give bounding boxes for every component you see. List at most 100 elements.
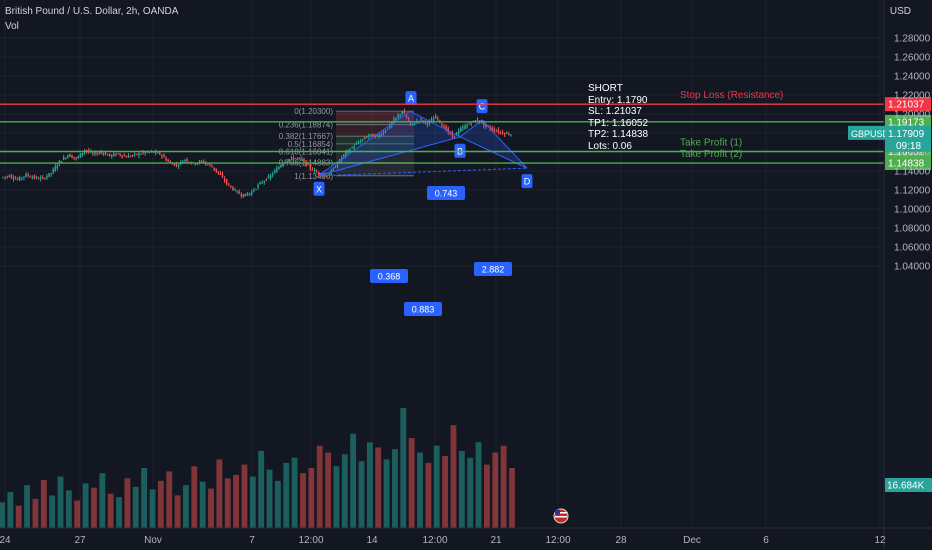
candle-body: [501, 132, 504, 135]
candle-body: [326, 175, 328, 177]
candle-body: [382, 131, 385, 135]
candle-body: [311, 169, 314, 171]
price-tick-label: 1.16000: [894, 148, 931, 159]
candle-body: [242, 194, 245, 198]
volume-bar: [400, 408, 407, 528]
fib-zone: [336, 124, 414, 137]
volume-bar: [0, 502, 5, 528]
candle-body: [426, 122, 429, 125]
currency-label[interactable]: USD: [889, 6, 911, 17]
volume-bar: [316, 445, 323, 528]
candle-body: [213, 167, 215, 170]
time-tick-label: 12:00: [545, 535, 570, 546]
ratio-ac-label: 0.743: [435, 189, 458, 199]
candle-body: [129, 156, 132, 158]
volume-bar: [467, 457, 474, 528]
flag-stripe: [555, 512, 567, 514]
candle-body: [27, 174, 29, 176]
candle-body: [378, 134, 381, 138]
volume-indicator-label[interactable]: Vol: [5, 21, 19, 32]
candle-body: [495, 131, 498, 133]
candle-body: [476, 119, 479, 121]
volume-bar: [509, 468, 515, 528]
pattern-point-a-bg: [405, 91, 417, 106]
volume-bar: [308, 468, 315, 528]
candle-body: [269, 174, 272, 179]
chart-title: British Pound / U.S. Dollar, 2h, OANDA: [5, 6, 179, 17]
volume-bar: [149, 489, 156, 528]
symbol-tag: GBPUSD: [851, 129, 890, 139]
candle-body: [46, 176, 48, 178]
candle-body: [228, 184, 230, 186]
candle-body: [77, 156, 80, 159]
pattern-point-x-bg: [313, 181, 325, 196]
volume-bar: [433, 445, 440, 528]
candle-body: [499, 131, 502, 133]
candle-body: [140, 153, 142, 155]
ratio-xd-label-bg: [404, 302, 442, 316]
pattern-point-b-bg: [454, 143, 466, 158]
candle-body: [31, 177, 34, 179]
candle-body: [345, 151, 347, 156]
candle-body: [152, 151, 155, 153]
volume-bar: [32, 498, 39, 528]
price-level-tag: [885, 114, 931, 129]
volume-bar: [124, 478, 131, 528]
candle-body: [468, 123, 470, 125]
trade-stop-loss: SL: 1.21037: [588, 106, 642, 118]
candle-body: [39, 177, 42, 179]
fib-zone: [336, 151, 414, 163]
trade-side: SHORT: [588, 83, 623, 94]
volume-bar: [492, 452, 499, 528]
candle-body: [353, 146, 355, 149]
candle-body: [315, 171, 318, 173]
volume-bar: [40, 480, 47, 528]
candle-body: [244, 193, 247, 197]
candle-body: [167, 160, 169, 162]
candle-body: [336, 164, 339, 167]
volume-bar: [216, 459, 223, 528]
candle-body: [493, 128, 495, 132]
candle-body: [215, 168, 217, 172]
volume-bar: [116, 497, 122, 528]
ratio-xb-label-bg: [370, 269, 408, 283]
candle-body: [35, 176, 38, 178]
last-price-tag: [885, 125, 931, 152]
candle-body: [355, 143, 358, 145]
volume-bar: [141, 468, 148, 528]
time-tick-label: Nov: [144, 535, 162, 546]
price-tick-label: 1.04000: [894, 262, 931, 273]
candle-body: [253, 190, 255, 192]
time-tick-label: 12:00: [298, 535, 323, 546]
candle-body: [276, 168, 278, 173]
candle-body: [455, 132, 458, 136]
candle-body: [54, 166, 57, 172]
candle-body: [405, 114, 408, 119]
fib-zone: [336, 143, 414, 152]
volume-bar: [174, 495, 181, 528]
candle-body: [443, 126, 445, 128]
candle-body: [119, 153, 121, 156]
volume-bar: [199, 481, 206, 528]
time-axis[interactable]: 24 27 Nov 7 12:00 14 12:00 21 12:00 28 Dec 6 12: [0, 527, 932, 546]
candle-body: [309, 165, 312, 169]
candle-body: [280, 165, 282, 168]
price-level-name: Take Profit (2): [680, 149, 742, 160]
ratio-bd-label: 2.882: [482, 265, 505, 275]
candle-body: [125, 156, 128, 158]
candle-body: [491, 127, 493, 130]
candle-body: [75, 157, 77, 159]
candle-body: [407, 118, 410, 122]
candle-body: [386, 128, 389, 130]
price-tick-label: 1.20000: [894, 110, 931, 121]
candle-body: [37, 178, 40, 180]
candle-body: [288, 159, 291, 161]
candle-body: [102, 153, 105, 155]
volume-bar: [107, 493, 114, 528]
volume-bar: [82, 483, 89, 528]
price-tick-label: 1.06000: [894, 243, 931, 254]
candle-body: [403, 111, 406, 114]
candle-body: [439, 120, 441, 122]
volume-bar: [475, 442, 482, 528]
